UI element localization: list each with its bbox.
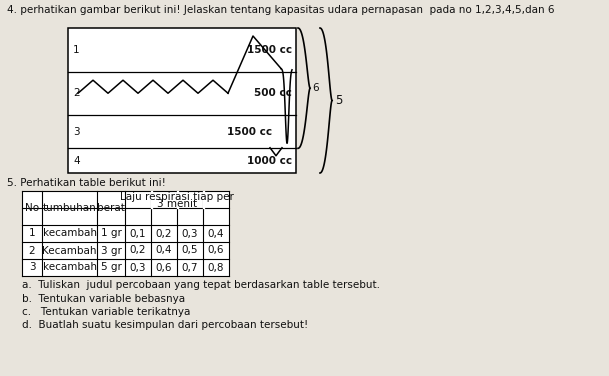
Text: 1 gr: 1 gr	[100, 229, 121, 238]
Text: c.   Tentukan variable terikatnya: c. Tentukan variable terikatnya	[22, 307, 191, 317]
Text: 0,6: 0,6	[208, 246, 224, 256]
Text: tumbuhan: tumbuhan	[43, 203, 96, 213]
Text: 1500 cc: 1500 cc	[247, 45, 292, 55]
Bar	[68, 28, 296, 173]
Text: 2: 2	[73, 88, 80, 98]
Text: 0,5: 0,5	[181, 246, 199, 256]
Text: 1: 1	[29, 229, 35, 238]
Text: 0,8: 0,8	[208, 262, 224, 273]
Text: 3: 3	[29, 262, 35, 273]
Text: 5 gr: 5 gr	[100, 262, 121, 273]
Text: 0,3: 0,3	[130, 262, 146, 273]
Text: a.  Tuliskan  judul percobaan yang tepat berdasarkan table tersebut.: a. Tuliskan judul percobaan yang tepat b…	[22, 280, 380, 290]
Text: 4: 4	[73, 156, 80, 166]
Text: 0,2: 0,2	[130, 246, 146, 256]
Text: 500 cc: 500 cc	[254, 88, 292, 98]
Text: 2: 2	[29, 246, 35, 256]
Text: No: No	[25, 203, 39, 213]
Text: 0,4: 0,4	[208, 229, 224, 238]
Text: 0,4: 0,4	[156, 246, 172, 256]
Text: 1500 cc: 1500 cc	[227, 127, 272, 136]
Text: kecambah: kecambah	[43, 262, 96, 273]
Text: 0,2: 0,2	[156, 229, 172, 238]
Text: 4. perhatikan gambar berikut ini! Jelaskan tentang kapasitas udara pernapasan  p: 4. perhatikan gambar berikut ini! Jelask…	[7, 5, 555, 15]
Bar	[22, 191, 229, 276]
Text: kecambah: kecambah	[43, 229, 96, 238]
Text: berat: berat	[97, 203, 125, 213]
Text: 5: 5	[335, 94, 342, 107]
Text: 0,3: 0,3	[181, 229, 199, 238]
Text: 0,6: 0,6	[156, 262, 172, 273]
Text: 5. Perhatikan table berikut ini!: 5. Perhatikan table berikut ini!	[7, 178, 166, 188]
Text: Laju respirasi tiap per: Laju respirasi tiap per	[120, 193, 234, 202]
Text: 1000 cc: 1000 cc	[247, 156, 292, 166]
Text: 6: 6	[312, 83, 319, 93]
Text: b.  Tentukan variable bebasnya: b. Tentukan variable bebasnya	[22, 294, 185, 303]
Text: d.  Buatlah suatu kesimpulan dari percobaan tersebut!: d. Buatlah suatu kesimpulan dari percoba…	[22, 320, 308, 331]
Text: 0,1: 0,1	[130, 229, 146, 238]
Text: 3 menit: 3 menit	[157, 199, 197, 209]
Text: 1: 1	[73, 45, 80, 55]
Text: 3: 3	[73, 127, 80, 136]
Text: 3 gr: 3 gr	[100, 246, 121, 256]
Text: 0,7: 0,7	[181, 262, 199, 273]
Text: Kecambah: Kecambah	[42, 246, 97, 256]
